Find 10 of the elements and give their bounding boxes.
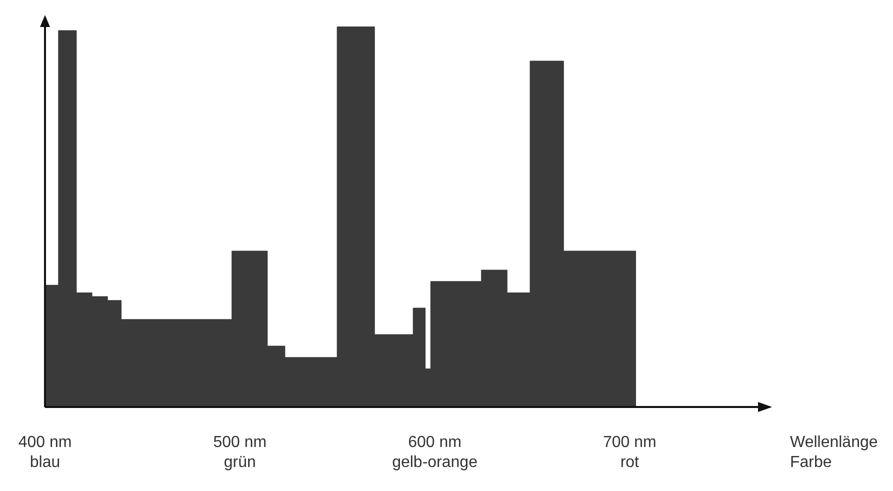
text: rot: [620, 454, 640, 471]
x-axis-title: Wellenlänge: [790, 434, 878, 451]
x-tick-label: 700 nm: [602, 434, 656, 451]
text: gelb-orange: [392, 454, 478, 471]
x-tick-label: 500 nm: [213, 434, 267, 451]
text: Farbe: [790, 454, 832, 471]
text: grün: [224, 454, 256, 471]
x-tick-label: 400 nm: [18, 434, 72, 451]
text: blau: [30, 454, 60, 471]
x-tick-label: 600 nm: [408, 434, 462, 451]
